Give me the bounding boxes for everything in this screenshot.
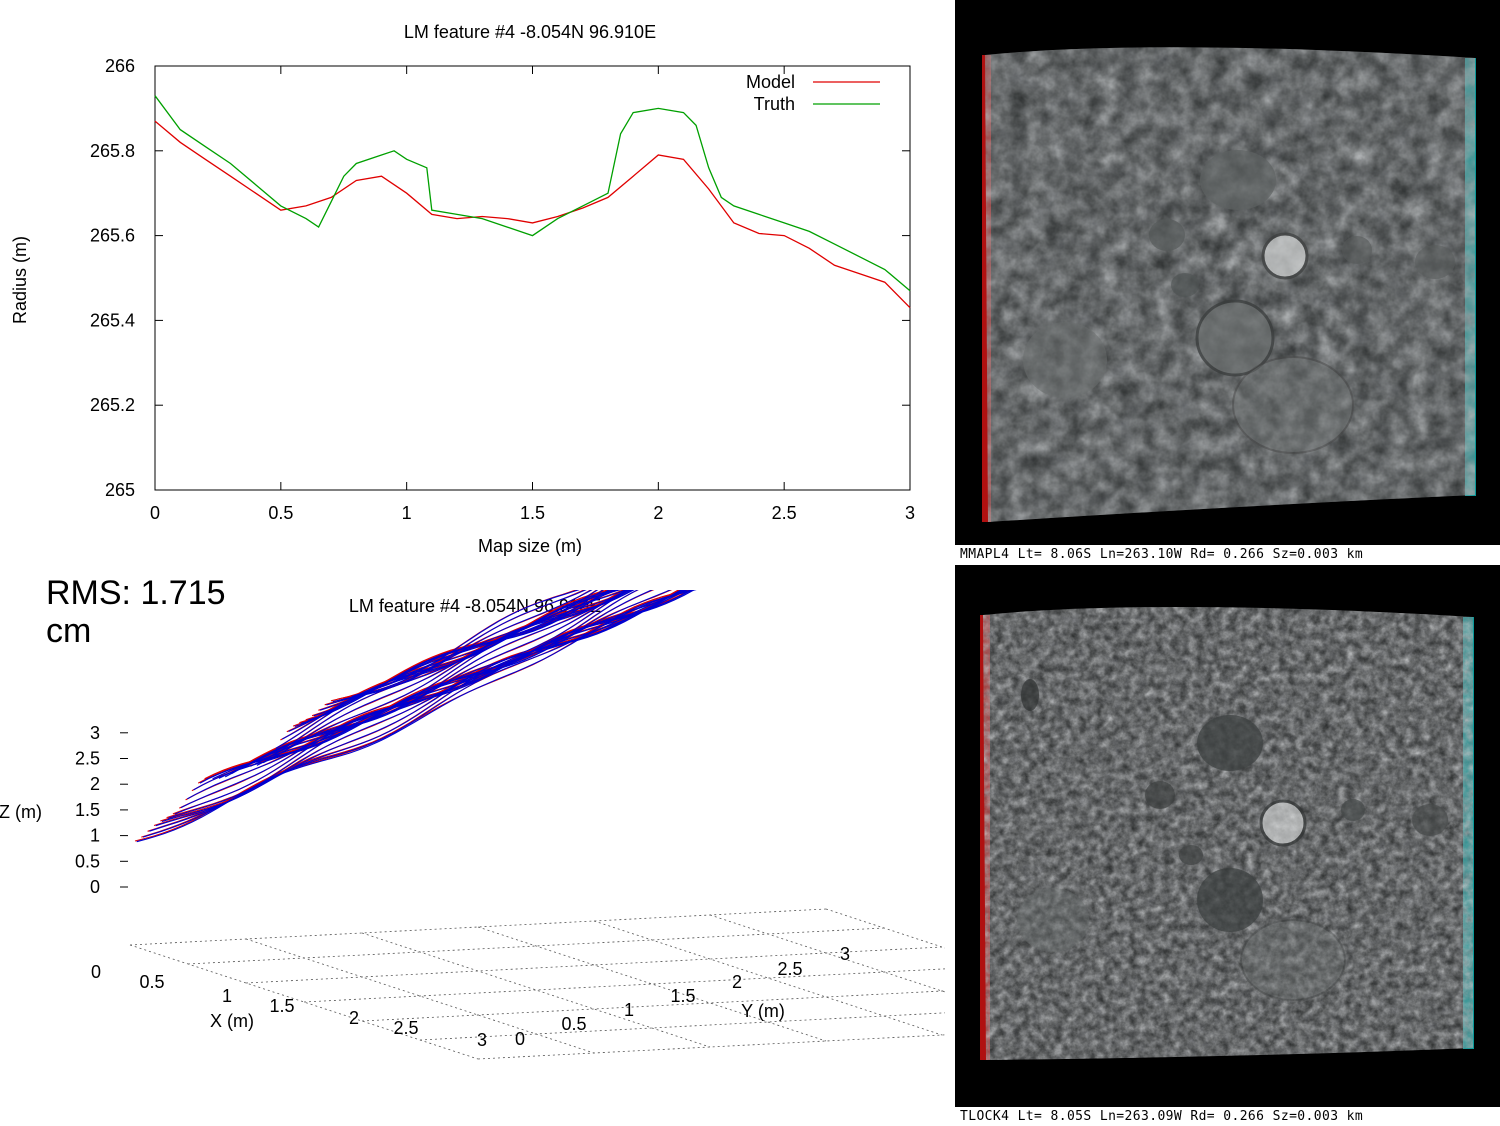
profile-y-tick-label: 265 bbox=[105, 480, 135, 500]
series-line-model bbox=[154, 120, 911, 309]
profile-y-tick-label: 265.4 bbox=[90, 310, 135, 330]
profile-x-tick-label: 2.5 bbox=[772, 503, 797, 523]
mesh-line-truth bbox=[319, 590, 610, 711]
mesh-line-model bbox=[254, 590, 632, 765]
base-grid-line bbox=[477, 926, 827, 1042]
rms-value: RMS: 1.715 cm bbox=[46, 574, 226, 650]
mesh-line-truth bbox=[250, 590, 632, 767]
surface-x-tick-label: 2.5 bbox=[393, 1018, 418, 1038]
surface-x-tick-label: 1.5 bbox=[269, 996, 294, 1016]
profile-x-tick-label: 3 bbox=[905, 503, 915, 523]
surface-y-tick-label: 0 bbox=[515, 1029, 525, 1049]
profile-lines bbox=[154, 95, 911, 309]
truth-image-caption: TLOCK4 Lt= 8.05S Ln=263.09W Rd= 0.266 Sz… bbox=[960, 1109, 1364, 1124]
mesh-line-truth bbox=[313, 590, 616, 717]
mesh-line-truth bbox=[243, 590, 629, 768]
surface-y-tick-label: 2.5 bbox=[777, 959, 802, 979]
mesh-line-truth bbox=[326, 590, 604, 706]
base-grid-line bbox=[419, 1012, 945, 1041]
surface-y-tick-label: 3 bbox=[840, 944, 850, 964]
surface-y-tick-label: 1 bbox=[624, 1000, 634, 1020]
model-image-caption: MMAPL4 Lt= 8.06S Ln=263.10W Rd= 0.266 Sz… bbox=[960, 547, 1364, 562]
surface-z-tick-label: 2.5 bbox=[75, 749, 100, 769]
profile-x-tick-label: 1 bbox=[402, 503, 412, 523]
base-grid-line bbox=[361, 990, 945, 1022]
surface-z-axis-label: Z (m) bbox=[0, 802, 42, 822]
profile-y-tick-label: 265.6 bbox=[90, 226, 135, 246]
base-grid-line bbox=[593, 920, 943, 1036]
base-grid-line bbox=[709, 914, 945, 993]
base-grid-line bbox=[825, 908, 945, 949]
mesh-line-model bbox=[147, 590, 689, 832]
mesh-line-truth bbox=[224, 590, 639, 778]
mesh-line-truth bbox=[168, 590, 683, 819]
series-line-truth bbox=[154, 95, 911, 292]
mesh-line-truth bbox=[206, 590, 685, 780]
surface-origin-label: 0 bbox=[91, 962, 101, 982]
profile-ticks: 0 0.5 1 1.5 2 2.5 3 265 265.2 265.4 265.6 265.8 266 bbox=[90, 56, 915, 523]
surface-z-tick-label: 2 bbox=[90, 774, 100, 794]
surface-ticks: 0 0.5 1 1.5 2 2.5 3 0 0.5 1 1.5 2 2.5 3 0 0.5 1 1.5 2 2.5 3 bbox=[75, 723, 850, 1050]
profile-x-tick-label: 2 bbox=[653, 503, 663, 523]
surface-y-tick-label: 0.5 bbox=[561, 1014, 586, 1034]
base-grid-line bbox=[303, 968, 945, 1003]
profile-chart: LM feature #4 -8.054N 96.910E 0 0.5 1 1.5 2 2… bbox=[10, 22, 915, 556]
mesh-line-truth bbox=[338, 590, 593, 701]
mesh-line-truth bbox=[231, 590, 631, 775]
profile-y-tick-label: 265.2 bbox=[90, 395, 135, 415]
mesh-line-truth bbox=[351, 590, 580, 698]
mesh-line-truth bbox=[345, 590, 587, 700]
mesh-line-truth bbox=[149, 590, 693, 832]
profile-plot-frame bbox=[154, 65, 911, 491]
surface-z-tick-label: 0.5 bbox=[75, 851, 100, 871]
mesh-line-truth bbox=[332, 590, 599, 703]
legend-label-model: Model bbox=[746, 72, 795, 92]
profile-x-tick-label: 0.5 bbox=[268, 503, 293, 523]
truth-terrain-image bbox=[955, 565, 1500, 1107]
mesh-line-truth bbox=[174, 590, 684, 815]
base-grid-line bbox=[361, 932, 711, 1048]
surface-z-tick-label: 3 bbox=[90, 723, 100, 743]
surface-x-tick-label: 0.5 bbox=[139, 972, 164, 992]
surface-z-tick-label: 1 bbox=[90, 826, 100, 846]
surface-x-tick-label: 1 bbox=[222, 986, 232, 1006]
mesh-line-truth bbox=[269, 590, 632, 758]
surface-z-tick-label: 0 bbox=[90, 877, 100, 897]
base-grid-line bbox=[477, 1034, 945, 1060]
base-grid-line bbox=[245, 946, 943, 984]
surface-y-tick-label: 1.5 bbox=[670, 986, 695, 1006]
truth-anaglyph-image bbox=[955, 565, 1500, 1107]
profile-x-tick-label: 1.5 bbox=[520, 503, 545, 523]
legend-label-truth: Truth bbox=[754, 94, 795, 114]
surface-x-tick-label: 2 bbox=[349, 1008, 359, 1028]
surface-y-axis-label: Y (m) bbox=[741, 1001, 785, 1021]
profile-x-tick-label: 0 bbox=[150, 503, 160, 523]
profile-title: LM feature #4 -8.054N 96.910E bbox=[404, 22, 656, 42]
model-anaglyph-image bbox=[955, 0, 1500, 545]
profile-x-axis-label: Map size (m) bbox=[478, 536, 582, 556]
surface-y-tick-label: 2 bbox=[732, 972, 742, 992]
mesh-line-model bbox=[179, 590, 684, 809]
surface-chart: LM feature #4 -8.054N 96.910E 0 0.5 1 1.5 2 2… bbox=[0, 590, 945, 1060]
mesh-line-truth bbox=[180, 590, 688, 809]
surface-x-tick-label: 3 bbox=[477, 1030, 487, 1050]
surface-title: LM feature #4 -8.054N 96.910E bbox=[349, 596, 601, 616]
surface-base-grid bbox=[129, 908, 945, 1060]
mesh-line-truth bbox=[218, 590, 654, 779]
surface-z-tick-label: 1.5 bbox=[75, 800, 100, 820]
mesh-line-truth bbox=[288, 590, 617, 733]
surface-mesh bbox=[134, 590, 697, 843]
profile-y-tick-label: 265.8 bbox=[90, 141, 135, 161]
surface-x-axis-label: X (m) bbox=[210, 1011, 254, 1031]
profile-y-axis-label: Radius (m) bbox=[10, 236, 30, 324]
model-terrain-image bbox=[955, 0, 1500, 545]
profile-y-tick-label: 266 bbox=[105, 56, 135, 76]
